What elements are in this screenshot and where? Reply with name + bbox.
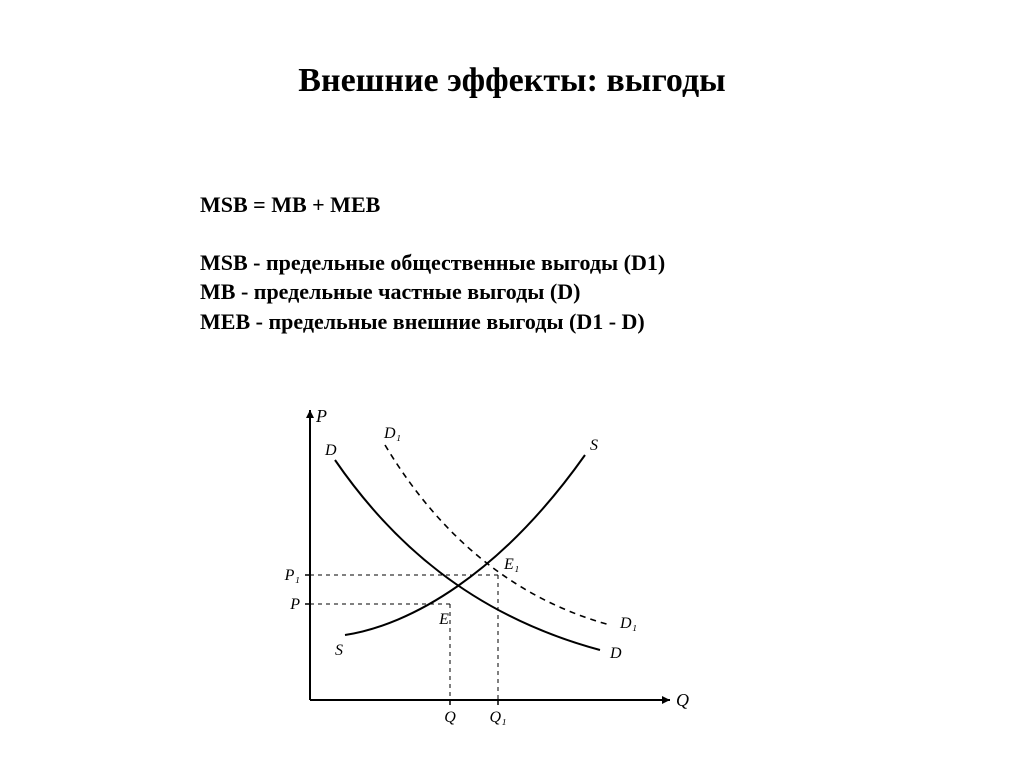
svg-text:Q: Q (676, 690, 689, 710)
externalities-chart: P Q P₁ P Q Q₁ D D D₁ D₁ S S E E₁ (250, 400, 700, 740)
svg-text:D: D (324, 442, 337, 459)
svg-text:E₁: E₁ (503, 556, 519, 573)
def-msb: MSB - предельные общественные выгоды (D1… (200, 248, 840, 278)
definitions-block: MSB = MB + MEB MSB - предельные обществе… (200, 190, 840, 337)
svg-text:E: E (438, 611, 449, 628)
svg-text:Q: Q (444, 709, 456, 726)
page-title: Внешние эффекты: выгоды (0, 62, 1024, 100)
equation: MSB = MB + MEB (200, 190, 840, 220)
svg-text:S: S (335, 642, 343, 659)
svg-text:D: D (609, 645, 622, 662)
svg-text:P₁: P₁ (284, 567, 300, 584)
def-meb: MEB - предельные внешние выгоды (D1 - D) (200, 307, 840, 337)
svg-text:P: P (289, 596, 300, 613)
svg-text:P: P (315, 406, 327, 426)
svg-text:D₁: D₁ (383, 425, 401, 442)
svg-text:S: S (590, 437, 598, 454)
svg-text:D₁: D₁ (619, 615, 637, 632)
def-mb: MB - предельные частные выгоды (D) (200, 277, 840, 307)
svg-text:Q₁: Q₁ (489, 709, 506, 726)
